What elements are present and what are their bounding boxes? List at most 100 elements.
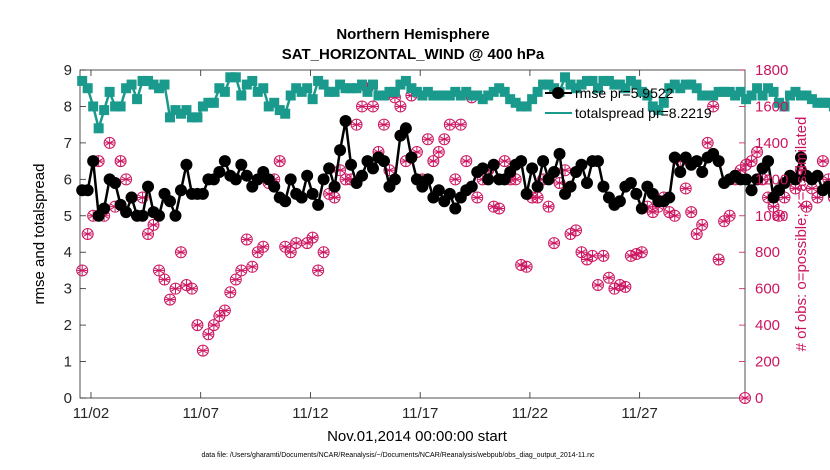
spread-point [192, 112, 203, 123]
obs-possible-point [602, 271, 615, 284]
rmse-point [531, 180, 544, 193]
obs-possible-point [723, 209, 736, 222]
obs-assimilated-point [121, 174, 132, 185]
obs-assimilated-point [115, 156, 126, 167]
obs-assimilated-point [170, 283, 181, 294]
obs-possible-point [696, 218, 709, 231]
x-tick-label: 11/17 [402, 405, 438, 422]
spread-point [367, 79, 378, 90]
obs-assimilated-point [219, 305, 230, 316]
obs-assimilated-point [576, 247, 587, 258]
obs-possible-point [207, 319, 220, 332]
rmse-point [624, 176, 637, 189]
obs-assimilated-point [164, 294, 175, 305]
rmse-point [465, 180, 478, 193]
obs-possible-point [377, 118, 390, 131]
obs-assimilated-point [104, 137, 115, 148]
rmse-point [81, 184, 94, 197]
spread-point [746, 90, 757, 101]
spread-point [285, 90, 296, 101]
obs-possible-point [773, 209, 786, 222]
rmse-point [235, 158, 248, 171]
rmse-point [405, 151, 418, 164]
spread-point [88, 101, 99, 112]
obs-possible-point [542, 200, 555, 213]
rmse-point [443, 187, 456, 200]
spread-point [516, 101, 527, 112]
rmse-point [284, 173, 297, 186]
spread-point [444, 90, 455, 101]
obs-assimilated-point [208, 320, 219, 331]
spread-point [175, 108, 186, 119]
spread-point [521, 101, 532, 112]
obs-assimilated-point [302, 238, 313, 249]
obs-assimilated-point [357, 101, 368, 112]
obs-possible-point [827, 192, 830, 203]
spread-point [236, 90, 247, 101]
spread-point [263, 101, 274, 112]
obs-assimilated-point [285, 247, 296, 258]
obs-assimilated-point [686, 207, 697, 218]
obs-possible-point [449, 173, 462, 186]
spread-point [302, 83, 313, 94]
rmse-point [268, 180, 281, 193]
obs-assimilated-point [768, 201, 779, 212]
obs-assimilated-point [713, 254, 724, 265]
obs-assimilated-point [252, 247, 263, 258]
y-left-tick-label: 1 [64, 354, 72, 371]
rmse-point [125, 191, 138, 204]
spread-point [335, 79, 346, 90]
spread-point [817, 97, 828, 108]
spread-point [790, 86, 801, 97]
obs-assimilated-point [636, 247, 647, 258]
rmse-point [674, 166, 687, 179]
rmse-point [323, 162, 336, 175]
obs-possible-point [76, 264, 89, 277]
y-left-tick-label: 7 [64, 135, 72, 152]
obs-possible-point [427, 155, 440, 168]
obs-assimilated-point [817, 156, 828, 167]
spread-point [603, 75, 614, 86]
rmse-point [712, 155, 725, 168]
rmse-point [153, 209, 166, 222]
spread-series [77, 72, 830, 134]
spread-point [208, 97, 219, 108]
footnote: data file: /Users/gharamti/Documents/NCA… [201, 452, 595, 459]
rmse-point [295, 191, 308, 204]
spread-point [197, 101, 208, 112]
spread-point [148, 79, 159, 90]
rmse-point [312, 198, 325, 211]
obs-possible-point [257, 240, 270, 253]
obs-assimilated-point [779, 192, 790, 203]
spread-point [724, 86, 735, 97]
obs-possible-point [366, 100, 379, 113]
rmse-point [339, 115, 352, 128]
obs-assimilated-point [669, 210, 680, 221]
spread-point [609, 79, 620, 90]
spread-point [565, 79, 576, 90]
obs-possible-point [191, 319, 204, 332]
rmse-point [487, 158, 500, 171]
y-left-tick-label: 3 [64, 281, 72, 298]
spread-point [433, 90, 444, 101]
spread-point [428, 90, 439, 101]
obs-assimilated-point [367, 101, 378, 112]
spread-point [230, 72, 241, 83]
obs-possible-point [553, 176, 566, 189]
spread-point [269, 97, 280, 108]
spread-point [598, 75, 609, 86]
spread-point [82, 83, 93, 94]
rmse-point [520, 187, 533, 200]
spread-point [214, 83, 225, 94]
obs-possible-point [169, 282, 182, 295]
spread-point [768, 86, 779, 97]
obs-possible-point [460, 155, 473, 168]
rmse-point [377, 155, 390, 168]
spread-point [296, 86, 307, 97]
rmse-point [356, 169, 369, 182]
spread-point [620, 83, 631, 94]
obs-possible-point [229, 273, 242, 286]
rmse-point [136, 209, 149, 222]
spread-point [697, 90, 708, 101]
